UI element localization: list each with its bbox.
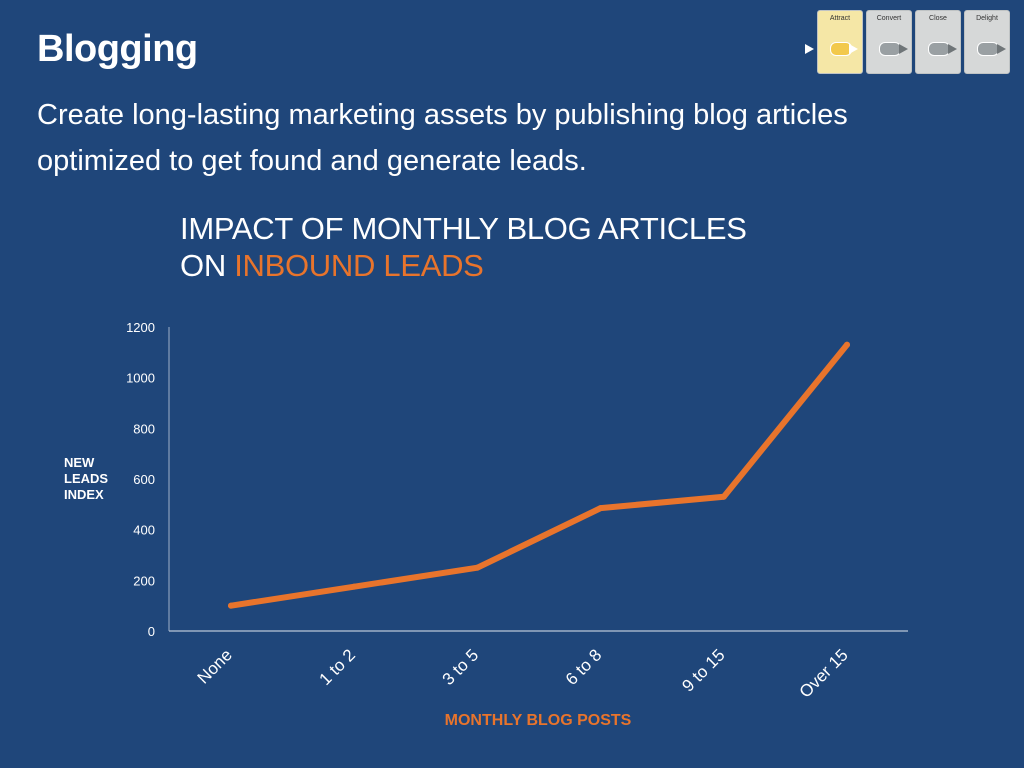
data-point [720,493,727,500]
x-axis-label: MONTHLY BLOG POSTS [444,712,632,729]
x-tick-label: None [194,645,236,687]
stage-attract: Attract [817,10,863,74]
y-tick-label: 200 [133,573,155,588]
y-tick-label: 0 [148,624,155,639]
chart-title-line2: ON INBOUND LEADS [180,247,747,284]
arrow-right-icon [948,44,957,54]
series-line [228,341,850,609]
arrow-right-icon [997,44,1006,54]
y-axis-label: NEW LEADS INDEX [64,455,109,502]
y-tick-label: 1000 [126,371,155,386]
chart-title-prefix: ON [180,248,235,283]
slide-subtitle: Create long-lasting marketing assets by … [37,99,848,177]
x-tick-label: 3 to 5 [439,645,483,689]
stage-label: Attract [829,15,851,22]
x-tick-label: 9 to 15 [678,645,728,695]
data-point [844,341,850,348]
arrow-right-icon [805,44,814,54]
x-tick-label: 1 to 2 [316,645,360,689]
data-point [228,602,234,609]
slide-title: Blogging [37,28,198,70]
stage-label: Delight [976,15,998,22]
arrow-right-icon [899,44,908,54]
chart-title-line1: IMPACT OF MONTHLY BLOG ARTICLES [180,211,747,246]
data-point [351,583,358,590]
arrow-right-icon [849,44,858,54]
y-tick-label: 1200 [126,320,155,335]
inbound-stages-widget: Attract Convert Close Delight [805,10,1021,74]
y-tick-label: 600 [133,472,155,487]
chart-title-highlight: INBOUND LEADS [234,248,484,283]
stage-label: Close [929,15,947,22]
data-point [597,505,604,512]
chart-title: IMPACT OF MONTHLY BLOG ARTICLES ON INBOU… [180,210,747,284]
x-tick-label: 6 to 8 [562,645,606,689]
stage-close: Close [915,10,961,74]
x-tick-label: Over 15 [796,645,852,701]
y-tick-label: 400 [133,523,155,538]
stage-label: Convert [876,15,902,22]
data-point [474,564,481,571]
stage-convert: Convert [866,10,912,74]
y-tick-label: 800 [133,421,155,436]
